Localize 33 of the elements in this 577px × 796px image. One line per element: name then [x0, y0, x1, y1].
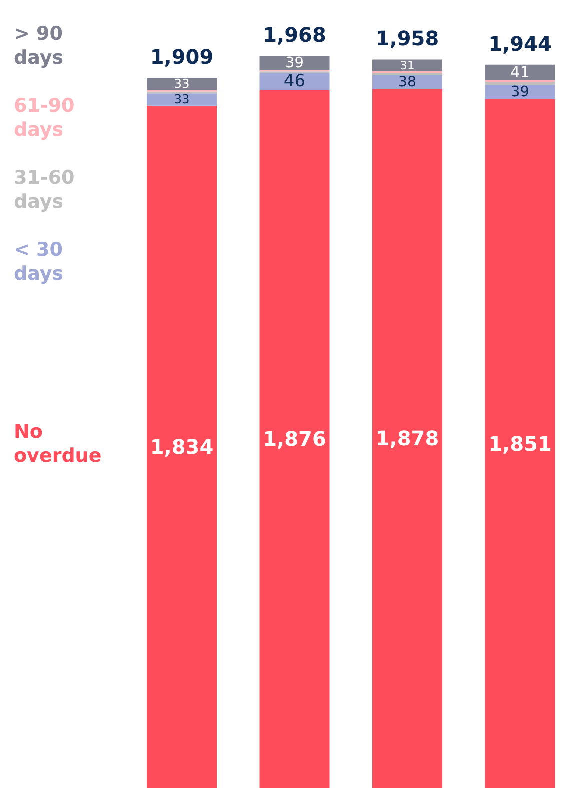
bar: [147, 106, 217, 788]
text: 31-60 days: [14, 166, 76, 214]
bar: [485, 82, 556, 86]
data-label: 46: [284, 72, 306, 92]
data-label: 39: [286, 55, 304, 72]
text: No overdue: [14, 420, 103, 468]
bar: [147, 78, 217, 90]
data-label: 1,876: [263, 427, 326, 452]
data-label: 1,834: [150, 434, 214, 459]
bar: [372, 60, 442, 72]
data-label: 38: [398, 74, 416, 90]
text: < 30 days: [14, 238, 65, 286]
data-label: 33: [174, 77, 190, 92]
bar: [372, 89, 442, 788]
bar: [260, 90, 330, 788]
total-label: 1,909: [150, 44, 214, 69]
bar: [485, 100, 556, 788]
bar: [147, 94, 217, 106]
data-label: 41: [510, 64, 530, 82]
data-label: 39: [511, 84, 530, 100]
total-label: 1,968: [263, 23, 326, 47]
data-label: 31: [400, 58, 415, 72]
bar: [485, 64, 556, 80]
data-label: 1,851: [488, 432, 552, 456]
data-label: 33: [174, 92, 190, 107]
bar: [372, 75, 442, 90]
bar: [485, 85, 556, 100]
text: > 90 days: [14, 22, 65, 70]
data-label: 1,878: [376, 426, 440, 451]
text: 61-90 days: [14, 94, 76, 142]
bar: [260, 56, 330, 71]
total-label: 1,944: [488, 32, 552, 56]
total-label: 1,958: [376, 26, 440, 51]
